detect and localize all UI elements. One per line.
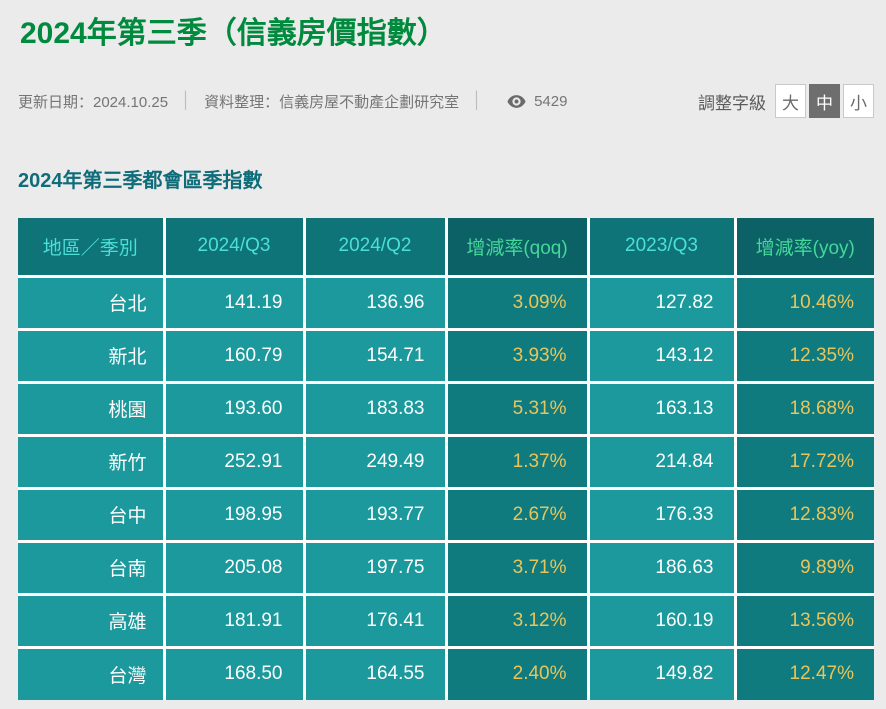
qoq-cell: 1.37% (444, 433, 590, 490)
font-size-large-button[interactable]: 大 (775, 84, 806, 118)
data-source: 資料整理：信義房屋不動產企劃研究室 (204, 93, 460, 111)
column-header-qoq: 增減率(qoq) (444, 216, 590, 278)
value-cell: 252.91 (162, 433, 306, 490)
value-cell: 143.12 (586, 327, 737, 384)
table-row-tainan: 台南 205.08 197.75 3.71% 186.63 9.89% (16, 539, 876, 596)
value-cell: 163.13 (586, 380, 737, 437)
view-count: 5429 (534, 92, 568, 110)
font-size-label: 調整字級 (698, 93, 766, 113)
value-cell: 141.19 (162, 274, 306, 331)
table-row-taiwan: 台灣 168.50 164.55 2.40% 149.82 12.47% (16, 645, 876, 702)
meta-divider: │ (472, 92, 483, 109)
region-cell: 新北 (16, 327, 166, 384)
value-cell: 193.77 (302, 486, 448, 543)
update-date: 更新日期：2024.10.25 (18, 93, 169, 111)
region-cell: 台中 (16, 486, 166, 543)
yoy-cell: 10.46% (733, 274, 876, 331)
qoq-cell: 3.12% (444, 592, 590, 649)
section-title: 2024年第三季都會區季指數 (18, 170, 263, 192)
table-header-row: 地區／季別 2024/Q3 2024/Q2 增減率(qoq) 2023/Q3 增… (16, 216, 876, 278)
table-row-newtaipei: 新北 160.79 154.71 3.93% 143.12 12.35% (16, 327, 876, 384)
table-row-taoyuan: 桃園 193.60 183.83 5.31% 163.13 18.68% (16, 380, 876, 437)
qoq-cell: 3.71% (444, 539, 590, 596)
meta-row: 更新日期：2024.10.25 │ 資料整理：信義房屋不動產企劃研究室 │ 54… (18, 84, 874, 118)
value-cell: 198.95 (162, 486, 306, 543)
value-cell: 168.50 (162, 645, 306, 702)
meta-divider: │ (181, 92, 192, 109)
value-cell: 176.33 (586, 486, 737, 543)
yoy-cell: 18.68% (733, 380, 876, 437)
column-header-2023q3: 2023/Q3 (586, 216, 737, 278)
font-size-small-button[interactable]: 小 (843, 84, 874, 118)
value-cell: 186.63 (586, 539, 737, 596)
column-header-yoy: 增減率(yoy) (733, 216, 876, 278)
column-header-region: 地區／季別 (16, 216, 166, 278)
value-cell: 160.19 (586, 592, 737, 649)
page-title: 2024年第三季（信義房價指數） (20, 17, 447, 50)
table-row-kaohsiung: 高雄 181.91 176.41 3.12% 160.19 13.56% (16, 592, 876, 649)
eye-icon (507, 94, 526, 108)
qoq-cell: 3.93% (444, 327, 590, 384)
region-cell: 台南 (16, 539, 166, 596)
qoq-cell: 5.31% (444, 380, 590, 437)
value-cell: 164.55 (302, 645, 448, 702)
yoy-cell: 13.56% (733, 592, 876, 649)
yoy-cell: 12.47% (733, 645, 876, 702)
value-cell: 214.84 (586, 433, 737, 490)
value-cell: 154.71 (302, 327, 448, 384)
quarterly-index-table: 地區／季別 2024/Q3 2024/Q2 增減率(qoq) 2023/Q3 增… (16, 216, 876, 702)
value-cell: 181.91 (162, 592, 306, 649)
value-cell: 160.79 (162, 327, 306, 384)
table-row-hsinchu: 新竹 252.91 249.49 1.37% 214.84 17.72% (16, 433, 876, 490)
meta-info: 更新日期：2024.10.25 │ 資料整理：信義房屋不動產企劃研究室 │ 54… (18, 91, 567, 112)
yoy-cell: 9.89% (733, 539, 876, 596)
view-counter: 5429 (507, 93, 567, 110)
value-cell: 127.82 (586, 274, 737, 331)
value-cell: 249.49 (302, 433, 448, 490)
value-cell: 136.96 (302, 274, 448, 331)
font-size-medium-button[interactable]: 中 (809, 84, 840, 118)
value-cell: 183.83 (302, 380, 448, 437)
value-cell: 176.41 (302, 592, 448, 649)
font-size-control: 調整字級 大 中 小 (698, 84, 874, 118)
column-header-2024q2: 2024/Q2 (302, 216, 448, 278)
column-header-2024q3: 2024/Q3 (162, 216, 306, 278)
yoy-cell: 12.83% (733, 486, 876, 543)
qoq-cell: 2.40% (444, 645, 590, 702)
qoq-cell: 2.67% (444, 486, 590, 543)
table-row-taipei: 台北 141.19 136.96 3.09% 127.82 10.46% (16, 274, 876, 331)
value-cell: 149.82 (586, 645, 737, 702)
value-cell: 205.08 (162, 539, 306, 596)
value-cell: 193.60 (162, 380, 306, 437)
region-cell: 桃園 (16, 380, 166, 437)
region-cell: 高雄 (16, 592, 166, 649)
region-cell: 台北 (16, 274, 166, 331)
yoy-cell: 12.35% (733, 327, 876, 384)
table-row-taichung: 台中 198.95 193.77 2.67% 176.33 12.83% (16, 486, 876, 543)
region-cell: 新竹 (16, 433, 166, 490)
qoq-cell: 3.09% (444, 274, 590, 331)
yoy-cell: 17.72% (733, 433, 876, 490)
value-cell: 197.75 (302, 539, 448, 596)
region-cell: 台灣 (16, 645, 166, 702)
